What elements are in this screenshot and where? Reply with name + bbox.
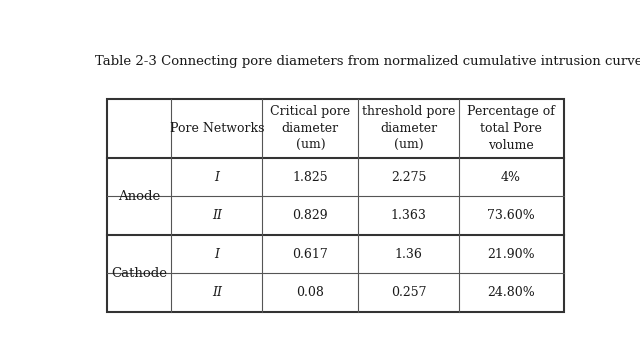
Text: 0.617: 0.617 bbox=[292, 248, 328, 261]
Text: threshold pore
diameter
(um): threshold pore diameter (um) bbox=[362, 105, 455, 152]
Text: Pore Networks: Pore Networks bbox=[170, 122, 264, 135]
Text: 1.363: 1.363 bbox=[390, 209, 426, 222]
Text: 4%: 4% bbox=[501, 171, 521, 184]
Text: I: I bbox=[214, 171, 220, 184]
Text: I: I bbox=[214, 248, 220, 261]
Text: II: II bbox=[212, 286, 222, 299]
Text: Percentage of
total Pore
volume: Percentage of total Pore volume bbox=[467, 105, 555, 152]
Text: 1.825: 1.825 bbox=[292, 171, 328, 184]
Text: 2.275: 2.275 bbox=[391, 171, 426, 184]
Bar bbox=[108, 99, 564, 312]
Text: Critical pore
diameter
(um): Critical pore diameter (um) bbox=[270, 105, 351, 152]
Text: 0.829: 0.829 bbox=[292, 209, 328, 222]
Text: 1.36: 1.36 bbox=[394, 248, 422, 261]
Text: Table 2-3 Connecting pore diameters from normalized cumulative intrusion curves.: Table 2-3 Connecting pore diameters from… bbox=[95, 55, 640, 68]
Text: 24.80%: 24.80% bbox=[487, 286, 535, 299]
Text: 0.08: 0.08 bbox=[296, 286, 324, 299]
Text: 21.90%: 21.90% bbox=[487, 248, 535, 261]
Text: Anode: Anode bbox=[118, 190, 161, 203]
Text: 73.60%: 73.60% bbox=[487, 209, 535, 222]
Text: II: II bbox=[212, 209, 222, 222]
Text: Cathode: Cathode bbox=[111, 267, 167, 280]
Text: 0.257: 0.257 bbox=[390, 286, 426, 299]
